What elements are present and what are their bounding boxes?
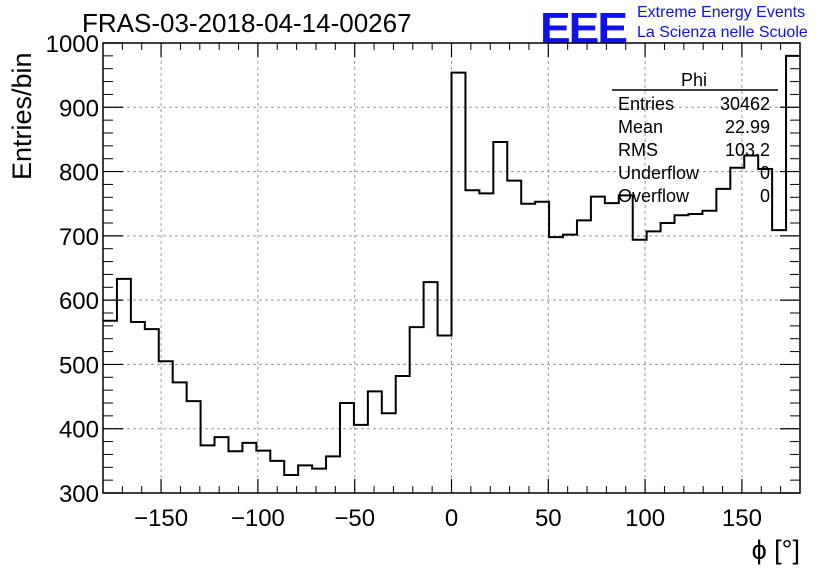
y-tick-label: 600	[59, 288, 99, 315]
logo-subtitle-line2: La Scienza nelle Scuole	[637, 24, 808, 41]
y-tick-label: 400	[59, 417, 99, 444]
stats-label: RMS	[618, 140, 658, 160]
stats-box: Phi Entries 30462 Mean 22.99 RMS 103.2 Underfl…	[612, 70, 778, 206]
y-tick-label: 300	[59, 481, 99, 508]
x-tick-label: 100	[625, 505, 665, 532]
stats-value: 0	[760, 186, 770, 206]
x-tick-label: 0	[445, 505, 458, 532]
chart-title: FRAS-03-2018-04-14-00267	[82, 8, 412, 38]
x-tick-label: −100	[231, 505, 285, 532]
logo-subtitle-line1: Extreme Energy Events	[637, 4, 806, 21]
x-tick-label: −50	[334, 505, 375, 532]
x-axis-title: ϕ [°]	[752, 535, 800, 565]
x-tick-label: −150	[134, 505, 188, 532]
y-tick-label: 800	[59, 160, 99, 187]
stats-title: Phi	[681, 70, 707, 90]
eee-logo: EEE	[540, 2, 628, 53]
y-tick-label: 1000	[46, 31, 99, 58]
plot-frame	[102, 42, 801, 494]
stats-value: 22.99	[725, 117, 770, 137]
x-tick-label: 50	[535, 505, 562, 532]
x-tick-labels: −150 −100 −50 0 50 100 150	[134, 505, 762, 532]
stats-label: Entries	[618, 94, 674, 114]
stats-label: Mean	[618, 117, 663, 137]
histogram-line	[103, 54, 800, 476]
y-axis-title: Entries/bin	[7, 52, 37, 180]
y-tick-label: 500	[59, 352, 99, 379]
y-tick-label: 700	[59, 224, 99, 251]
x-tick-label: 150	[722, 505, 762, 532]
y-tick-label: 900	[59, 95, 99, 122]
y-tick-labels: 300 400 500 600 700 800 900 1000	[46, 31, 99, 508]
stats-value: 0	[760, 163, 770, 183]
stats-value: 103.2	[725, 140, 770, 160]
stats-value: 30462	[720, 94, 770, 114]
stats-label: Overflow	[618, 186, 690, 206]
stats-label: Underflow	[618, 163, 700, 183]
axis-ticks	[102, 42, 801, 494]
stats-rows: Entries 30462 Mean 22.99 RMS 103.2 Underflow 0 O…	[618, 94, 770, 206]
